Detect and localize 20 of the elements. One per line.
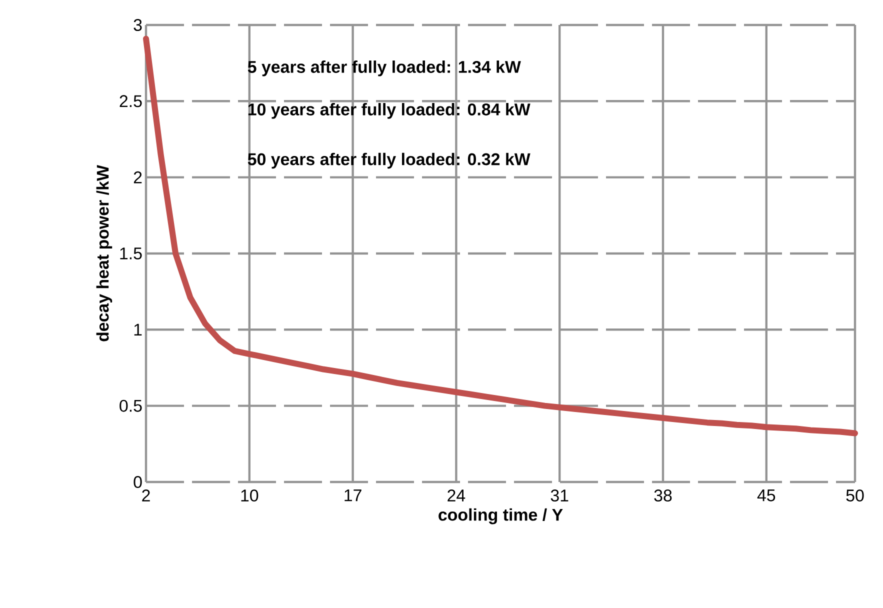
y-tick-label: 2	[134, 171, 142, 184]
x-axis-title: cooling time / Y	[438, 508, 563, 524]
annotation: 10 years after fully loaded: 0.84 kW	[248, 103, 530, 119]
x-tick-label: 17	[344, 490, 362, 502]
x-tick-label: 10	[241, 490, 258, 502]
x-tick-label: 24	[448, 490, 466, 502]
y-tick-label: 1.5	[120, 248, 142, 260]
y-tick-label: 3	[134, 18, 142, 31]
annotation: 50 years after fully loaded: 0.32 kW	[248, 152, 530, 169]
x-tick-label: 50	[846, 490, 864, 502]
x-tick-label: 2	[142, 490, 150, 502]
y-axis-title: decay heat power /kW	[96, 165, 112, 342]
y-tick-label: 0.5	[120, 400, 142, 412]
y-tick-label: 1	[134, 324, 142, 336]
x-tick-label: 38	[654, 490, 672, 502]
y-tick-label: 2.5	[120, 95, 142, 108]
x-tick-label: 31	[550, 490, 568, 502]
x-tick-label: 45	[757, 490, 776, 502]
y-tick-label: 0	[134, 476, 142, 488]
annotation: 5 years after fully loaded: 1.34 kW	[248, 60, 521, 76]
